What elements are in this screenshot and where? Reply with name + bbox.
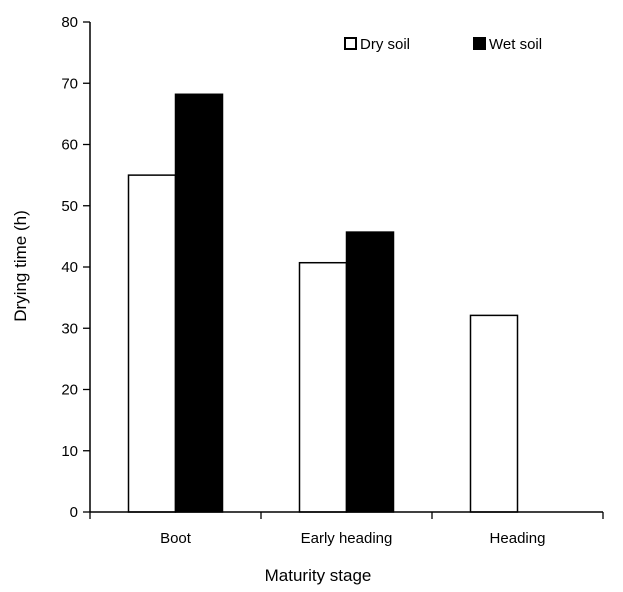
bar-boot-wet-soil bbox=[176, 94, 223, 512]
bar-early-heading-dry-soil bbox=[300, 263, 347, 512]
x-axis-title: Maturity stage bbox=[265, 566, 372, 585]
y-tick-label: 0 bbox=[70, 504, 78, 521]
x-axis-ticks: Boot Early heading Heading bbox=[90, 512, 603, 547]
legend-label-wet-soil: Wet soil bbox=[489, 36, 542, 53]
x-tick-label-early-heading: Early heading bbox=[301, 530, 393, 547]
x-tick-label-boot: Boot bbox=[160, 530, 192, 547]
y-tick-label: 10 bbox=[61, 443, 78, 460]
y-tick-label: 70 bbox=[61, 75, 78, 92]
bar-early-heading-wet-soil bbox=[347, 232, 394, 512]
legend-swatch-wet-soil bbox=[474, 38, 485, 49]
y-axis-ticks: 0 10 20 30 40 50 60 70 80 bbox=[61, 14, 90, 521]
bar-boot-dry-soil bbox=[129, 175, 176, 512]
y-tick-label: 60 bbox=[61, 137, 78, 154]
y-tick-label: 30 bbox=[61, 320, 78, 337]
legend: Dry soil Wet soil bbox=[345, 36, 542, 53]
y-axis-title: Drying time (h) bbox=[11, 210, 30, 321]
y-tick-label: 50 bbox=[61, 198, 78, 215]
x-tick-label-heading: Heading bbox=[490, 530, 546, 547]
bars-layer bbox=[129, 94, 518, 512]
legend-label-dry-soil: Dry soil bbox=[360, 36, 410, 53]
y-tick-label: 80 bbox=[61, 14, 78, 31]
y-tick-label: 40 bbox=[61, 259, 78, 276]
legend-swatch-dry-soil bbox=[345, 38, 356, 49]
bar-heading-dry-soil bbox=[471, 315, 518, 512]
y-tick-label: 20 bbox=[61, 382, 78, 399]
